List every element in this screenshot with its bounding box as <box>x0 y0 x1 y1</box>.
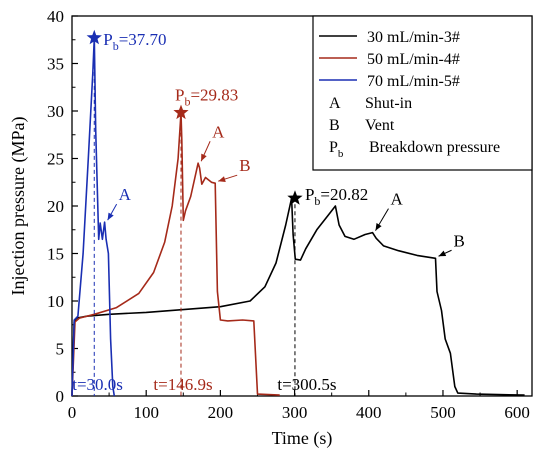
marker-time-label: t=30.0s <box>72 375 123 394</box>
breakdown-star-marker <box>86 29 102 45</box>
legend-entry-label: 30 mL/min-3# <box>367 29 460 46</box>
breakdown-star-marker <box>287 190 303 205</box>
y-tick-label: 5 <box>56 340 65 359</box>
legend-entry-label: 70 mL/min-5# <box>367 73 460 90</box>
series-line-2 <box>71 37 116 397</box>
series-layer <box>71 37 525 397</box>
x-axis-label: Time (s) <box>272 428 333 449</box>
series-line-1 <box>71 111 280 397</box>
legend-box <box>312 15 533 171</box>
annotation-label: B <box>239 156 250 175</box>
legend-note-key-main: A <box>329 95 341 112</box>
legend-entry-label: 50 mL/min-4# <box>367 51 460 68</box>
legend-note-text: Shut-in <box>365 95 412 112</box>
annotation-arrow-head <box>201 153 207 162</box>
legend: 30 mL/min-3# 50 mL/min-4# 70 mL/min-5# A Shu… <box>312 15 533 171</box>
marker-label-value: =37.70 <box>119 30 167 49</box>
legend-note-text: Vent <box>365 117 395 134</box>
legend-note-text: Breakdown pressure <box>369 139 500 156</box>
y-tick-label: 35 <box>47 55 64 74</box>
y-tick-label: 25 <box>47 150 64 169</box>
y-axis-label: Injection pressure (MPa) <box>8 117 29 296</box>
marker-time-label: t=146.9s <box>153 375 212 394</box>
annotation-label: A <box>390 190 403 209</box>
x-tick-label: 600 <box>504 403 530 422</box>
y-tick-label: 0 <box>56 387 65 406</box>
marker-label-main: P <box>305 185 314 204</box>
annotation-arrow-head <box>438 250 447 257</box>
annotation-label: B <box>454 231 465 250</box>
annotation-label: A <box>119 185 132 204</box>
legend-note-key: B <box>329 117 340 134</box>
marker-label-main: P <box>103 30 112 49</box>
marker-layer: Pb=37.70t=30.0sPb=29.83t=146.9sPb=20.82t… <box>72 29 368 396</box>
y-tick-label: 15 <box>47 245 64 264</box>
marker-label-value: =29.83 <box>190 86 238 105</box>
x-tick-label: 100 <box>133 403 159 422</box>
x-tick-label: 200 <box>208 403 234 422</box>
marker-label-sub: b <box>113 39 119 53</box>
marker-label-main: P <box>175 86 184 105</box>
axes: 0 100 200 300 400 500 600 0 5 10 15 20 25 30 35 40 <box>47 7 533 422</box>
legend-note-key-main: B <box>329 117 340 134</box>
x-tick-label: 400 <box>356 403 382 422</box>
y-tick-label: 10 <box>47 292 64 311</box>
y-tick-label: 20 <box>47 197 64 216</box>
y-tick-label: 40 <box>47 7 64 26</box>
series-line-0 <box>71 197 525 397</box>
y-tick-label: 30 <box>47 102 64 121</box>
marker-time-label: t=300.5s <box>277 375 336 394</box>
marker-label: Pb=29.83 <box>175 86 238 109</box>
x-tick-label: 0 <box>68 403 77 422</box>
legend-note-key: A <box>329 95 341 112</box>
marker-label: Pb=37.70 <box>103 30 166 53</box>
x-tick-label: 300 <box>282 403 308 422</box>
annotation-arrow-head <box>218 176 226 182</box>
annotation-arrow-head <box>107 212 114 221</box>
annotation-label: A <box>212 122 225 141</box>
marker-label-value: =20.82 <box>320 185 368 204</box>
legend-note-key-main: P <box>329 139 338 156</box>
breakdown-star-marker <box>173 104 189 120</box>
legend-note-key-sub: b <box>338 148 344 160</box>
legend-note-key: Pb <box>329 139 344 160</box>
x-tick-label: 500 <box>430 403 456 422</box>
annotation-arrow-head <box>375 223 382 231</box>
marker-label-sub: b <box>184 95 190 109</box>
marker-label: Pb=20.82 <box>305 185 368 208</box>
marker-label-sub: b <box>314 194 320 208</box>
